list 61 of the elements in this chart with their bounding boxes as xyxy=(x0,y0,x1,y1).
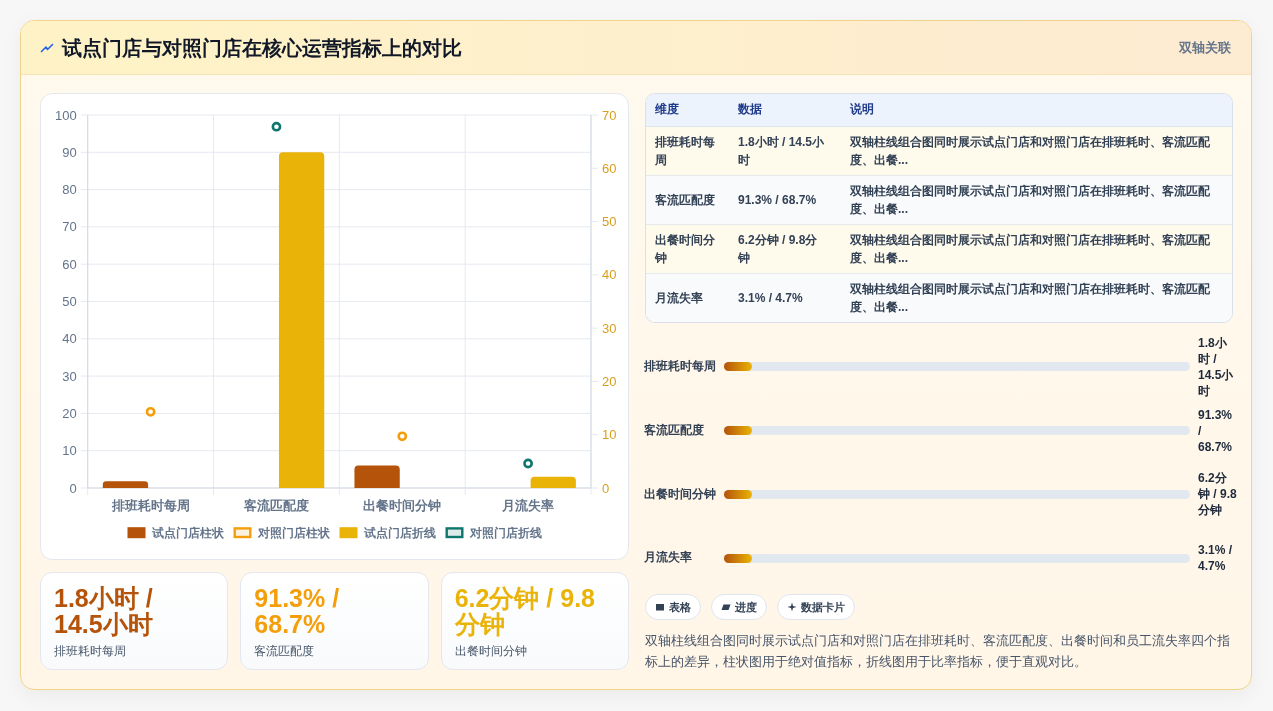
text: 6.2分钟 / 9.8分钟 xyxy=(1198,471,1237,518)
y-tick-label: 100 xyxy=(55,107,77,123)
category-label: 月流失率 xyxy=(644,550,692,565)
table-row: 月流失率 3.1% / 4.7% 双轴柱线组合图同时展示试点门店和对照门店在排班耗时、客流匹配度、出餐... xyxy=(646,273,1232,322)
category-label: 数据 xyxy=(729,94,841,126)
y2-tick-label: 60 xyxy=(602,160,617,176)
legend-label: 对照门店折线 xyxy=(468,525,542,540)
x-tick-label: 出餐时间分钟 xyxy=(363,498,442,514)
text: 双轴柱线组合图同时展示试点门店和对照门店在排班耗时、客流匹配度、出餐时间和员工流失率四个指标上的差异，柱状图用于绝对值指标，折线图用于比率指标，便于直观对比。 xyxy=(645,632,1230,671)
x-tick-label: 月流失率 xyxy=(501,498,555,514)
text: 1.8小时 / 14.5小时 xyxy=(54,584,153,638)
text: 3.1% / 4.7% xyxy=(1198,543,1233,574)
bar xyxy=(278,152,325,488)
text: 91.3% / 68.7% xyxy=(1198,407,1233,454)
y-tick-label: 40 xyxy=(62,331,77,347)
x-tick-label: 客流匹配度 xyxy=(242,498,309,514)
x-tick-label: 排班耗时每周 xyxy=(110,498,190,514)
y2-tick-label: 20 xyxy=(602,373,617,389)
category-label: 维度 xyxy=(646,94,729,126)
table-row: 出餐时间分钟 6.2分钟 / 9.8分钟 双轴柱线组合图同时展示试点门店和对照门店在排班耗时、客流匹配度、出餐... xyxy=(646,224,1232,273)
category-label: 客流匹配度 xyxy=(644,422,704,437)
y-tick-label: 20 xyxy=(62,405,77,421)
point xyxy=(523,458,533,469)
category-label: 出餐时间分钟 xyxy=(454,643,527,659)
y-tick-label: 10 xyxy=(62,443,77,459)
bar xyxy=(102,481,149,488)
y2-tick-label: 70 xyxy=(602,107,617,123)
text: 91.3% / 68.7% xyxy=(254,584,340,638)
legend-label: 试点门店柱状 xyxy=(150,525,225,540)
y-tick-label: 30 xyxy=(62,368,77,384)
category-label: 出餐时间分钟 xyxy=(644,486,716,501)
category-label: 排班耗时每周 xyxy=(644,359,716,373)
category-label: 说明 xyxy=(841,94,1232,126)
y-tick-label: 70 xyxy=(62,219,77,235)
y-tick-label: 50 xyxy=(62,294,77,309)
category-label: 进度 xyxy=(735,599,757,615)
y-tick-label: 0 xyxy=(69,480,77,496)
y2-tick-label: 0 xyxy=(602,480,610,496)
y2-tick-label: 30 xyxy=(602,320,617,336)
legend-label: 试点门店折线 xyxy=(362,525,436,540)
y2-tick-label: 50 xyxy=(602,214,617,230)
y-tick-label: 60 xyxy=(62,256,77,272)
y-tick-label: 80 xyxy=(62,182,77,198)
bar xyxy=(530,476,576,488)
category-label: 排班耗时每周 xyxy=(54,643,126,659)
category-label: 客流匹配度 xyxy=(254,643,315,659)
y-tick-label: 90 xyxy=(62,144,77,160)
y2-tick-label: 10 xyxy=(602,427,617,443)
y2-tick-label: 40 xyxy=(602,267,617,283)
text: 双轴关联 xyxy=(1179,39,1231,57)
text: 6.2分钟 / 9.8分钟 xyxy=(454,584,596,638)
table-row: 客流匹配度 91.3% / 68.7% 双轴柱线组合图同时展示试点门店和对照门店在排班耗时、客流匹配度、出餐... xyxy=(646,175,1232,224)
point xyxy=(271,121,282,132)
category-label: 表格 xyxy=(669,599,691,615)
category-label: 数据卡片 xyxy=(801,599,845,615)
point xyxy=(145,406,156,417)
text: 试点门店与对照门店在核心运营指标上的对比 xyxy=(62,36,462,61)
bar xyxy=(354,465,400,488)
legend-label: 对照门店柱状 xyxy=(256,525,331,540)
point xyxy=(397,431,408,442)
text: 1.8小时 / 14.5小时 xyxy=(1198,335,1234,398)
